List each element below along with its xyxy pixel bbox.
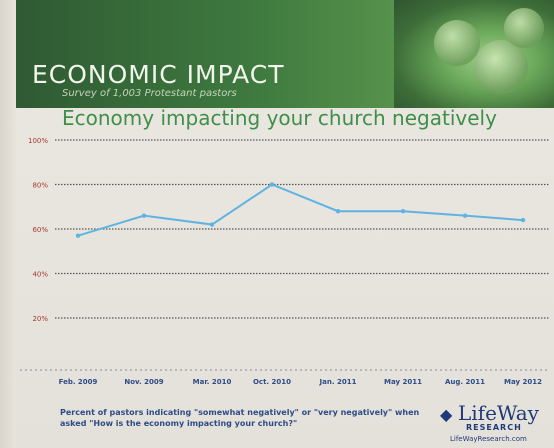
x-tick-label: May 2012 xyxy=(504,378,542,386)
y-tick-label: 40% xyxy=(32,271,48,279)
logo-name: LifeWay xyxy=(458,401,539,425)
banner-title: ECONOMIC IMPACT xyxy=(32,60,285,89)
x-tick-label: Feb. 2009 xyxy=(59,378,98,386)
data-point xyxy=(75,233,81,238)
data-point xyxy=(400,209,406,214)
y-tick-label: 20% xyxy=(32,315,48,323)
data-point xyxy=(209,222,215,227)
logo-research: RESEARCH xyxy=(466,423,522,432)
x-tick-label: Oct. 2010 xyxy=(253,378,291,386)
x-tick-label: Jan. 2011 xyxy=(319,378,357,386)
y-tick-label: 80% xyxy=(32,182,48,190)
x-tick-label: Mar. 2010 xyxy=(193,378,232,386)
coins-photo xyxy=(394,0,554,108)
y-tick-label: 100% xyxy=(28,137,48,145)
series-line xyxy=(77,183,524,237)
data-point xyxy=(269,182,275,187)
header-banner xyxy=(16,0,554,108)
data-point xyxy=(520,217,526,223)
footnote: Percent of pastors indicating "somewhat … xyxy=(60,408,420,428)
data-point xyxy=(141,213,147,218)
chart-title: Economy impacting your church negatively xyxy=(62,106,497,130)
page-edge xyxy=(0,0,16,448)
logo-url: LifeWayResearch.com xyxy=(450,435,527,443)
x-tick-label: Aug. 2011 xyxy=(445,378,485,386)
data-point xyxy=(462,213,468,218)
banner-subtitle: Survey of 1,003 Protestant pastors xyxy=(62,88,237,99)
x-tick-label: May 2011 xyxy=(384,378,422,386)
logo-icon: ◆ xyxy=(440,405,453,424)
data-point xyxy=(335,209,341,214)
x-tick-label: Nov. 2009 xyxy=(124,378,163,386)
y-tick-label: 60% xyxy=(32,226,48,234)
lifeway-logo: ◆ LifeWay RESEARCH LifeWayResearch.com xyxy=(436,401,546,445)
